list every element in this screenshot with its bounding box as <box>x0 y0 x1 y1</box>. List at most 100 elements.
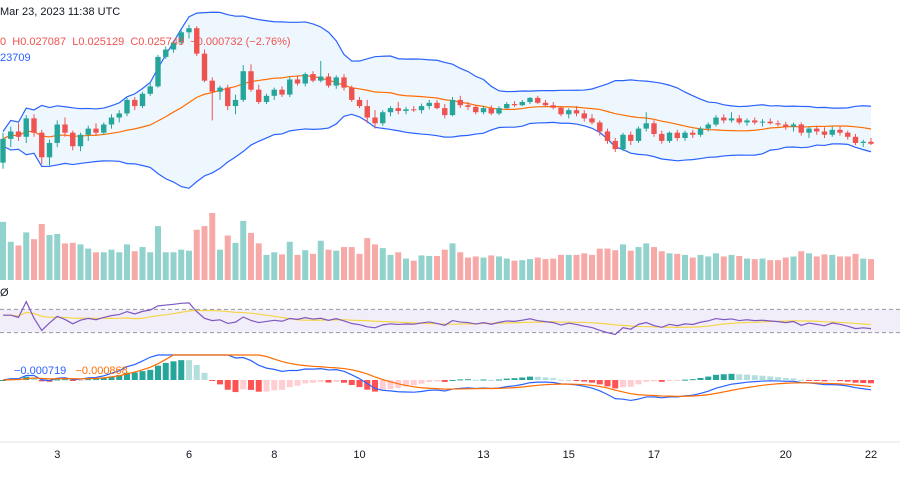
volume-bar <box>829 254 836 280</box>
volume-bar <box>333 250 340 280</box>
x-tick-label: 8 <box>271 449 277 461</box>
candle <box>256 84 262 105</box>
candle <box>31 114 37 137</box>
macd-histogram-bar <box>379 380 386 391</box>
candle <box>674 129 680 141</box>
candle <box>434 99 440 110</box>
candle <box>465 101 471 111</box>
macd-histogram-bar <box>54 379 61 381</box>
candle-body <box>798 124 804 133</box>
volume-bar <box>124 244 130 280</box>
candle-body <box>54 124 60 143</box>
volume-bar <box>519 260 526 280</box>
candle-body <box>628 134 634 141</box>
macd-panel <box>0 354 874 402</box>
x-tick-label: 22 <box>865 449 877 461</box>
volume-bar <box>364 238 371 280</box>
candle-body <box>310 74 316 81</box>
candle <box>511 101 518 107</box>
candle-body <box>744 120 750 123</box>
candle-body <box>101 124 107 133</box>
candle <box>217 85 223 100</box>
candle-body <box>46 142 53 158</box>
candle-body <box>178 32 184 43</box>
macd-histogram-bar <box>131 372 138 380</box>
candle-body <box>519 101 525 106</box>
candle-body <box>705 124 711 129</box>
candle <box>0 132 6 169</box>
macd-histogram-bar <box>728 373 735 380</box>
candle-body <box>155 56 161 87</box>
macd-histogram-bar <box>596 380 603 385</box>
macd-histogram-bar <box>519 377 526 380</box>
macd-histogram-bar <box>860 380 867 384</box>
candle <box>93 123 99 136</box>
macd-histogram-bar <box>364 380 371 390</box>
candle-body <box>232 99 239 107</box>
low-value: L0.025129 <box>72 36 125 48</box>
macd-histogram-bar <box>658 380 665 382</box>
macd-histogram-bar <box>147 369 154 380</box>
macd-histogram-bar <box>356 380 363 388</box>
candle-body <box>550 105 556 108</box>
candle <box>178 30 184 45</box>
candle <box>418 103 425 114</box>
candle <box>790 122 797 132</box>
candle-body <box>256 89 262 102</box>
macd-histogram-bar <box>465 379 471 381</box>
close-value: C0.025749 <box>130 36 185 48</box>
candle-body <box>465 105 471 107</box>
candle-body <box>542 102 549 106</box>
volume-bar <box>426 255 433 280</box>
candle <box>581 110 587 122</box>
volume-bar <box>395 252 402 280</box>
candle <box>349 85 355 102</box>
candle <box>566 108 572 119</box>
volume-bar <box>85 248 92 280</box>
volume-bar <box>193 229 200 280</box>
macd-histogram-bar <box>581 380 588 382</box>
candle-body <box>333 77 339 86</box>
volume-bar <box>581 253 588 280</box>
candle-body <box>77 134 84 147</box>
macd-histogram-bar <box>651 380 657 382</box>
macd-histogram-bar <box>573 380 580 381</box>
macd-histogram-bar <box>387 380 394 390</box>
macd-histogram-bar <box>589 380 595 383</box>
candle <box>728 112 735 123</box>
macd-histogram-bar <box>767 376 774 380</box>
candle <box>356 97 363 109</box>
volume-bar <box>565 254 572 280</box>
macd-histogram-bar <box>310 380 316 383</box>
macd-histogram-bar <box>325 380 332 383</box>
macd-histogram-bar <box>852 380 859 383</box>
volume-bar <box>534 257 541 280</box>
x-tick-label: 10 <box>353 449 365 461</box>
volume-bar <box>93 252 99 280</box>
volume-bar <box>635 247 642 280</box>
candle <box>682 130 688 141</box>
volume-bar <box>271 252 278 280</box>
macd-histogram-bar <box>775 377 781 380</box>
candle-body <box>209 80 215 92</box>
volume-bar <box>434 255 440 280</box>
candle <box>814 125 820 135</box>
candle <box>186 24 192 39</box>
candle <box>496 106 502 116</box>
macd-histogram-bar <box>697 377 704 380</box>
volume-bar <box>379 248 386 280</box>
volume-bar <box>155 226 161 280</box>
volume-bar <box>0 221 6 280</box>
candle-body <box>186 28 192 33</box>
candle <box>240 65 246 102</box>
candle <box>845 130 851 140</box>
candle <box>155 54 161 88</box>
candle <box>194 26 200 57</box>
candle-body <box>759 121 766 123</box>
macd-histogram-bar <box>255 380 262 392</box>
macd-histogram-bar <box>558 379 564 381</box>
macd-histogram-bar <box>565 379 572 381</box>
candle-body <box>39 132 45 158</box>
candle-body <box>604 131 611 141</box>
macd-histogram-bar <box>705 376 712 380</box>
